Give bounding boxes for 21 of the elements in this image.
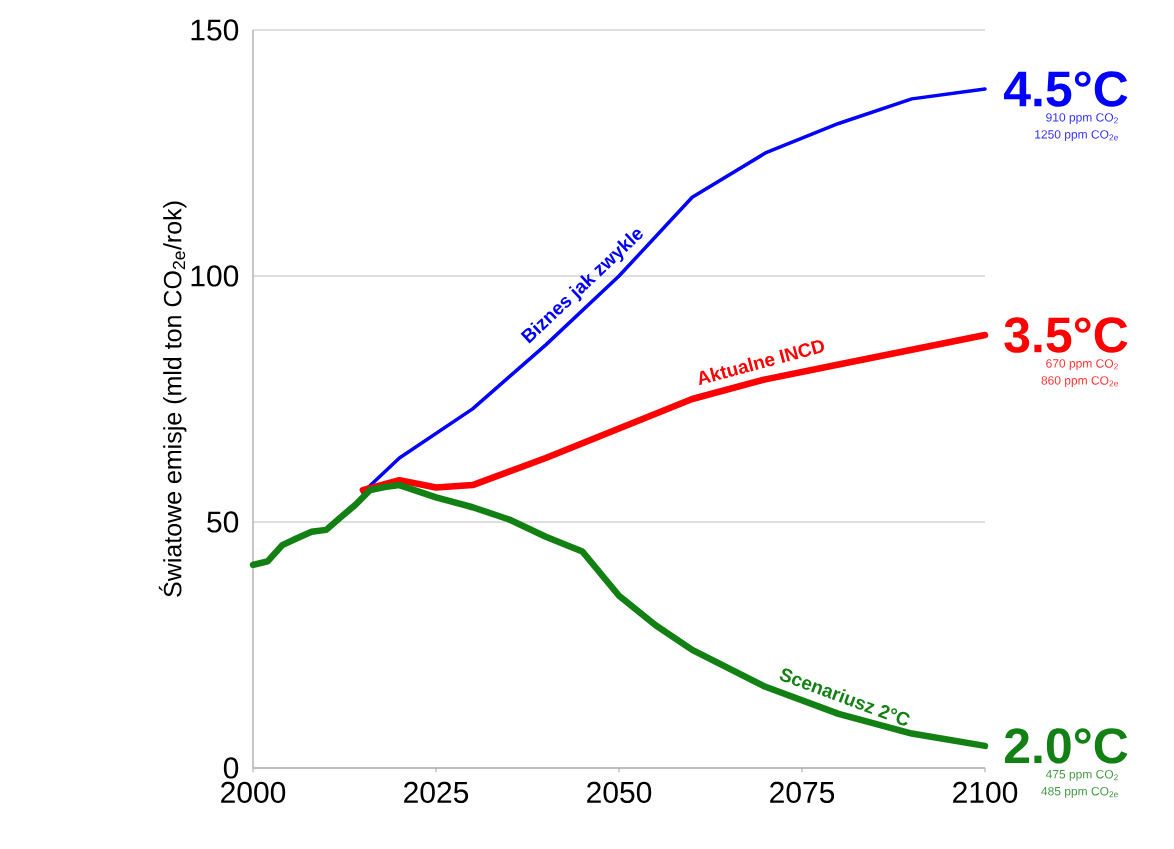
y-tick-label: 150 [191,19,239,41]
text: 475 ppm CO$_{2}$ [1045,769,1118,781]
y-tick-label: 100 [191,265,239,287]
annotation: 4.5°C [1003,71,1128,107]
annotation: Aktualne INCD [699,340,824,386]
x-tick-label: 2075 [770,781,835,804]
text: 910 ppm CO$_{2}$ [1046,113,1118,124]
x-tick-label: 2000 [221,781,286,804]
y-tick-label: 0 [223,757,239,779]
text: 860 ppm CO$_{2e}$ [1041,376,1118,388]
line-series [361,87,987,495]
y-axis-title: Światowe emisje (mld ton CO$_{2e}$/rok) [158,201,187,597]
annotation: 3.5°C [1004,317,1128,353]
text: 1250 ppm CO$_{2e}$ [1035,130,1118,141]
x-tick-label: 2050 [587,781,652,804]
text: 670 ppm CO$_{2}$ [1046,359,1118,371]
text: 485 ppm CO$_{2e}$ [1041,786,1118,798]
x-tick-label: 2100 [953,781,1018,804]
y-tick-label: 50 [207,511,239,533]
x-tick-label: 2025 [404,781,469,804]
annotation: 2.0°C [1004,728,1128,764]
